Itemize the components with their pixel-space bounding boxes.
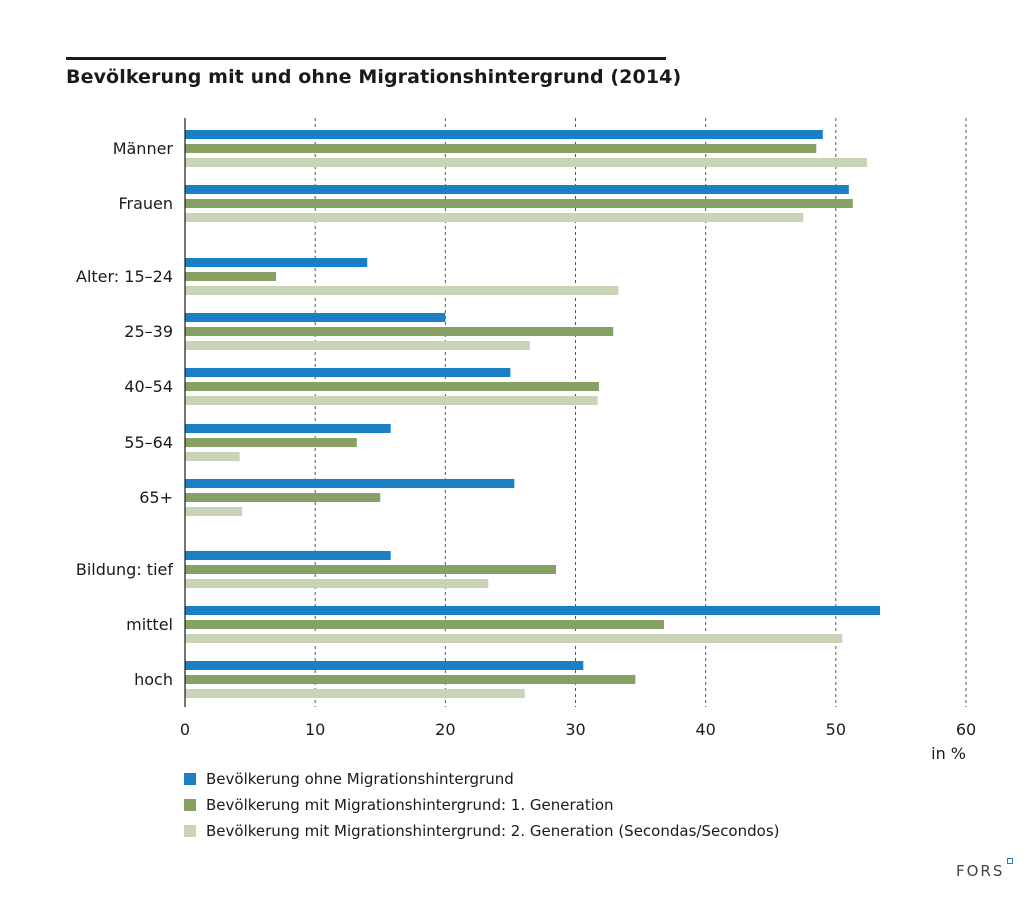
category-label: Bildung: tief [76,560,174,579]
bar-s2-c0 [185,158,868,167]
tick-labels: 0 10 20 30 40 50 60 in % [180,720,976,763]
bar-s0-c8 [185,606,881,615]
category-label: 40–54 [124,377,173,396]
legend: Bevölkerung ohne Migrationshintergrund B… [184,766,780,844]
x-tick-label: 0 [180,720,190,739]
bar-s2-c8 [185,634,843,643]
legend-item-gen1: Bevölkerung mit Migrationshintergrund: 1… [184,792,780,818]
category-label: Alter: 15–24 [76,267,173,286]
bar-s1-c6 [185,493,381,502]
bar-s2-c3 [185,341,530,350]
legend-label: Bevölkerung ohne Migrationshintergrund [206,770,514,788]
legend-item-ohne: Bevölkerung ohne Migrationshintergrund [184,766,780,792]
legend-swatch [184,825,196,837]
title-rule [66,57,666,60]
bar-s0-c2 [185,258,368,267]
x-tick-label: 20 [435,720,455,739]
bar-s1-c3 [185,327,614,336]
bars [185,130,881,698]
x-tick-label: 60 [956,720,976,739]
bar-s0-c9 [185,661,584,670]
bar-s0-c4 [185,368,511,377]
logo-dot-icon [1007,858,1013,864]
bar-s0-c7 [185,551,391,560]
bar-s0-c5 [185,424,391,433]
legend-swatch [184,773,196,785]
category-label: hoch [134,670,173,689]
bar-s1-c0 [185,144,817,153]
bar-s2-c2 [185,286,619,295]
fors-logo: FORS [956,862,1005,880]
bar-s0-c6 [185,479,515,488]
bar-s0-c0 [185,130,823,139]
legend-swatch [184,799,196,811]
category-label: mittel [126,615,173,634]
bar-s2-c5 [185,452,240,461]
bar-s1-c7 [185,565,556,574]
category-label: 25–39 [124,322,173,341]
bar-s2-c9 [185,689,525,698]
bar-s2-c7 [185,579,489,588]
x-tick-label: 30 [565,720,585,739]
bar-s0-c3 [185,313,446,322]
x-axis-label: in % [931,744,966,763]
bar-s1-c1 [185,199,853,208]
bar-s2-c1 [185,213,804,222]
category-label: 65+ [139,488,173,507]
category-labels: Männer Frauen Alter: 15–24 25–39 40–54 55–64 6… [76,139,174,689]
x-tick-label: 40 [695,720,715,739]
bar-s1-c5 [185,438,357,447]
legend-label: Bevölkerung mit Migrationshintergrund: 1… [206,796,614,814]
bar-s1-c2 [185,272,277,281]
bar-s2-c6 [185,507,243,516]
x-tick-label: 10 [305,720,325,739]
bar-s1-c9 [185,675,636,684]
chart-title: Bevölkerung mit und ohne Migrationshinte… [66,66,682,88]
category-label: Männer [113,139,174,158]
bar-s2-c4 [185,396,598,405]
legend-label: Bevölkerung mit Migrationshintergrund: 2… [206,822,780,840]
category-label: 55–64 [124,433,173,452]
category-label: Frauen [118,194,173,213]
bar-s1-c8 [185,620,665,629]
x-tick-label: 50 [826,720,846,739]
legend-item-gen2: Bevölkerung mit Migrationshintergrund: 2… [184,818,780,844]
bar-s0-c1 [185,185,849,194]
bar-s1-c4 [185,382,599,391]
